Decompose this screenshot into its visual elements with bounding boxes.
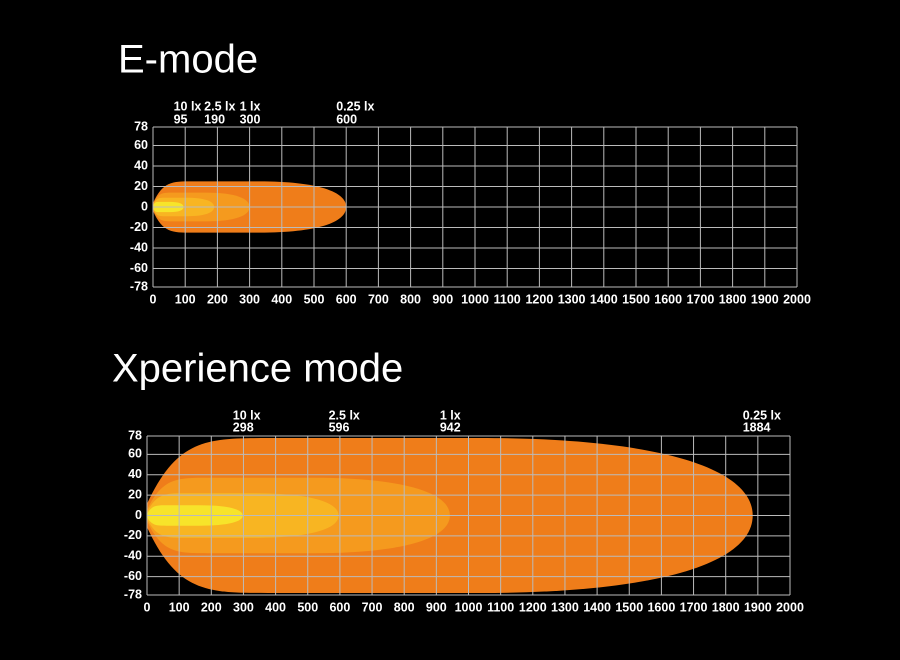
x-tick-label: 200	[207, 292, 228, 306]
y-tick-label: -40	[124, 549, 142, 563]
x-tick-label: 400	[265, 600, 286, 614]
x-tick-label: 300	[239, 292, 260, 306]
x-tick-label: 1400	[590, 292, 618, 306]
x-tick-label: 1800	[712, 600, 740, 614]
x-tick-label: 900	[432, 292, 453, 306]
contour-name: 10 lx	[233, 408, 261, 422]
x-tick-label: 500	[304, 292, 325, 306]
x-tick-label: 1600	[654, 292, 682, 306]
y-tick-label: 0	[135, 508, 142, 522]
y-tick-label: -20	[130, 220, 148, 234]
contour-reach: 1884	[743, 420, 771, 434]
x-tick-label: 0	[150, 292, 157, 306]
x-tick-label: 300	[233, 600, 254, 614]
y-tick-label: 60	[128, 447, 142, 461]
contour-name: 1 lx	[240, 99, 261, 113]
x-tick-label: 900	[426, 600, 447, 614]
y-tick-label: 40	[128, 467, 142, 481]
contour-reach: 596	[329, 420, 350, 434]
contour-reach: 300	[240, 112, 261, 126]
contour-name: 1 lx	[440, 408, 461, 422]
x-tick-label: 1700	[686, 292, 714, 306]
chart-title: E-mode	[118, 38, 258, 82]
x-tick-label: 2000	[776, 600, 804, 614]
x-tick-label: 700	[362, 600, 383, 614]
x-tick-label: 800	[400, 292, 421, 306]
y-tick-label: -20	[124, 528, 142, 542]
contour-name: 0.25 lx	[336, 99, 374, 113]
x-tick-label: 800	[394, 600, 415, 614]
x-tick-label: 1200	[525, 292, 553, 306]
x-tick-label: 0	[144, 600, 151, 614]
x-tick-label: 1900	[751, 292, 779, 306]
y-tick-label: 78	[134, 119, 148, 133]
x-tick-label: 1200	[519, 600, 547, 614]
y-tick-label: 40	[134, 158, 148, 172]
y-tick-label: -78	[130, 279, 148, 293]
contour-reach: 298	[233, 420, 254, 434]
x-tick-label: 1600	[647, 600, 675, 614]
y-tick-label: -40	[130, 240, 148, 254]
y-tick-label: 20	[134, 179, 148, 193]
x-tick-label: 1000	[455, 600, 483, 614]
x-tick-label: 1700	[680, 600, 708, 614]
x-tick-label: 1500	[615, 600, 643, 614]
x-tick-label: 100	[169, 600, 190, 614]
chart-title: Xperience mode	[112, 347, 403, 391]
x-tick-label: 600	[329, 600, 350, 614]
x-tick-label: 1800	[719, 292, 747, 306]
y-tick-label: 78	[128, 428, 142, 442]
x-tick-label: 1300	[558, 292, 586, 306]
y-tick-label: -60	[124, 569, 142, 583]
x-tick-label: 200	[201, 600, 222, 614]
y-tick-label: 60	[134, 138, 148, 152]
contour-name: 2.5 lx	[204, 99, 235, 113]
x-tick-label: 1300	[551, 600, 579, 614]
contour-name: 10 lx	[174, 99, 202, 113]
x-tick-label: 1100	[487, 600, 514, 614]
x-tick-label: 400	[271, 292, 292, 306]
contour-reach: 600	[336, 112, 357, 126]
y-tick-label: -78	[124, 587, 142, 601]
contour-reach: 942	[440, 420, 461, 434]
x-tick-label: 1500	[622, 292, 650, 306]
contour-reach: 95	[174, 112, 188, 126]
contour-reach: 190	[204, 112, 225, 126]
x-tick-label: 1100	[494, 292, 521, 306]
x-tick-label: 1400	[583, 600, 611, 614]
x-tick-label: 600	[336, 292, 357, 306]
x-tick-label: 2000	[783, 292, 811, 306]
x-tick-label: 700	[368, 292, 389, 306]
y-tick-label: -60	[130, 261, 148, 275]
x-tick-label: 100	[175, 292, 196, 306]
y-tick-label: 0	[141, 199, 148, 213]
contour-name: 0.25 lx	[743, 408, 781, 422]
y-tick-label: 20	[128, 487, 142, 501]
x-tick-label: 1000	[461, 292, 489, 306]
contour-name: 2.5 lx	[329, 408, 360, 422]
x-tick-label: 500	[297, 600, 318, 614]
x-tick-label: 1900	[744, 600, 772, 614]
